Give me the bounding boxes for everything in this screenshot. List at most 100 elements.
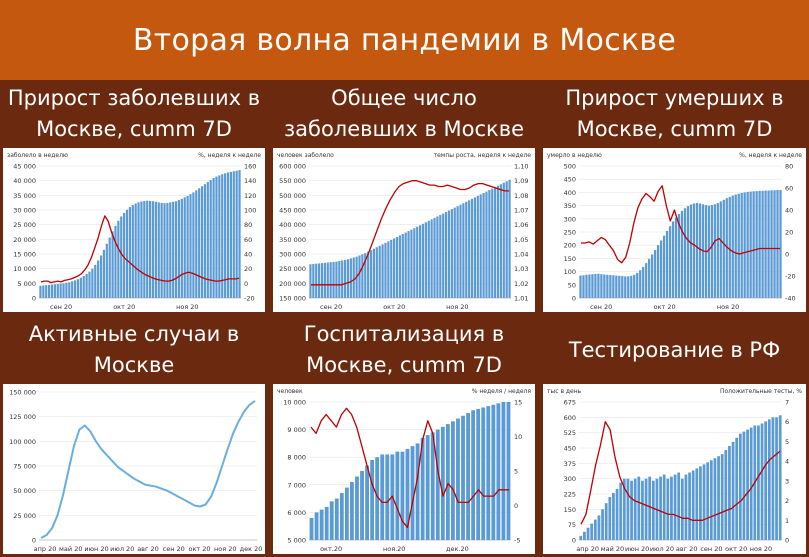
bar [319, 509, 324, 540]
bar [494, 187, 497, 298]
bar [725, 198, 728, 298]
bar [720, 454, 724, 540]
x-tick-label: ноя.20 [383, 545, 405, 553]
bar [59, 283, 62, 298]
bar [309, 517, 314, 540]
left-tick-label: 450 [564, 445, 576, 453]
bar [743, 192, 746, 298]
x-tick-label: сен 20 [700, 545, 722, 553]
bar [579, 275, 582, 298]
left-tick-label: 6 000 [287, 509, 306, 517]
panel-title-4: Активные случаи в Москве [28, 322, 240, 377]
bar [229, 171, 232, 298]
bar [442, 213, 445, 298]
right-axis-label: темпы роста, неделя к неделе [434, 152, 532, 159]
bar [636, 272, 639, 298]
bar [384, 242, 387, 298]
bar [742, 431, 746, 540]
x-tick-label: дек 20 [240, 545, 263, 553]
bar [491, 404, 496, 540]
left-tick-label: 40 000 [13, 177, 36, 185]
right-tick-label: 20 [244, 265, 252, 273]
left-tick-label: 675 [564, 399, 576, 407]
bar [324, 506, 329, 540]
bar [659, 476, 662, 540]
left-tick-label: 0 [32, 295, 36, 303]
bar [737, 193, 740, 298]
bar [621, 276, 624, 298]
chart-deaths: умерло в неделю %, неделя к неделе 0 50 100 1… [543, 148, 806, 312]
bar [710, 205, 713, 298]
bar [203, 184, 207, 298]
bar [482, 192, 485, 298]
bar [668, 226, 672, 298]
bar [752, 191, 755, 298]
bar [505, 181, 508, 298]
left-axis-label: тыс в день [547, 388, 582, 395]
left-tick-label: 25 000 [13, 512, 36, 520]
bar [421, 223, 425, 298]
bar [195, 190, 198, 298]
bar [630, 275, 633, 298]
right-tick-label: 60 [785, 185, 793, 193]
bar [56, 283, 59, 298]
bar [770, 190, 773, 298]
bar [673, 474, 677, 540]
bar [671, 221, 675, 298]
bar [160, 202, 163, 298]
bar [157, 202, 160, 298]
x-tick-label: июл 20 [650, 545, 674, 553]
bar [717, 456, 720, 540]
left-tick-label: 375 [564, 460, 576, 468]
bar [778, 415, 782, 540]
bar [407, 231, 410, 298]
bar [192, 192, 195, 298]
bar [433, 217, 436, 298]
bar [609, 275, 612, 298]
growth-rate-line [40, 215, 240, 284]
bar [68, 282, 71, 298]
right-axis-label: %, неделя к неделе [739, 152, 802, 159]
bar [154, 201, 157, 298]
bar [722, 199, 725, 298]
bar [111, 231, 114, 298]
bar [680, 210, 684, 298]
x-tick-label: ноя 20 [176, 303, 198, 311]
bar [674, 217, 678, 298]
left-tick-label: 8 000 [287, 454, 306, 462]
left-tick-label: 45 000 [13, 163, 36, 171]
right-tick-label: 7 [785, 399, 789, 407]
chart-testing: тыс в день Положительные тесты, % 0 75 150 22… [543, 384, 806, 554]
right-tick-label: 0 [514, 502, 518, 510]
right-tick-label: 1 [785, 517, 789, 525]
bar [361, 254, 364, 298]
right-axis-label: %, неделя к неделе [198, 152, 261, 159]
bar [738, 433, 742, 540]
right-tick-label: 140 [244, 177, 256, 185]
bar [749, 427, 753, 540]
bar [318, 263, 321, 298]
right-tick-label: -20 [785, 273, 796, 281]
bar [579, 535, 583, 540]
bar [320, 263, 324, 298]
bar [224, 173, 227, 298]
bar [662, 474, 666, 540]
x-tick-label: окт 20 [383, 303, 405, 311]
bar [451, 421, 455, 540]
left-tick-label: 125 000 [9, 413, 36, 421]
left-tick-label: 200 000 [279, 280, 306, 288]
bar [420, 437, 425, 540]
bar [413, 228, 416, 298]
right-tick-label: 4 [785, 458, 789, 466]
left-tick-label: 7 000 [287, 481, 306, 489]
bar [338, 261, 341, 298]
left-tick-label: 500 [564, 163, 576, 171]
chart-hospitalization: человек % неделя / неделя 5 000 6 000 7 000 8… [273, 384, 535, 554]
bar [372, 248, 376, 298]
bar [653, 249, 657, 298]
bar [624, 276, 627, 298]
bar [648, 476, 652, 540]
bar [476, 408, 481, 540]
bar [349, 258, 352, 298]
bar [692, 203, 696, 298]
